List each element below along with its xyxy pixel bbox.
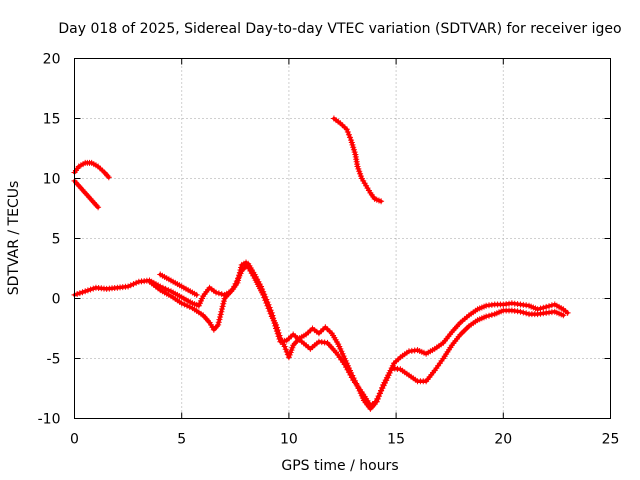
axis-layer: 0 5 10 15 20 25 -10 -5 0 5 10 15 20 [38,52,620,448]
x-axis-label: GPS time / hours [281,458,398,474]
y-tick-label: -10 [38,412,61,428]
series-main-trace-b [146,260,567,409]
x-tick-label: 15 [387,432,405,448]
series-line [72,260,570,411]
series-arc-early-lower [71,177,102,211]
x-tick-label: 20 [494,432,512,448]
y-tick-label: -5 [47,352,61,368]
x-tick-label: 25 [602,432,620,448]
series-main-trace-a [71,259,571,412]
series-arc-early-upper [71,159,112,181]
y-tick-label: 0 [52,292,61,308]
y-tick-label: 10 [43,172,61,188]
chart-title: Day 018 of 2025, Sidereal Day-to-day VTE… [58,21,621,37]
series-line [332,116,383,204]
y-tick-label: 20 [43,52,61,68]
data-point-markers [71,159,112,181]
x-tick-label: 5 [177,432,186,448]
series-layer [71,115,571,412]
series-short-arc-mid [157,271,200,298]
y-tick-label: 15 [43,112,61,128]
series-arc-noon [330,115,385,205]
x-tick-label: 10 [280,432,298,448]
data-point-markers [330,115,385,205]
data-point-markers [157,271,200,298]
x-tick-label: 0 [70,432,79,448]
y-tick-label: 5 [52,232,61,248]
data-point-markers [146,260,567,409]
data-point-markers [71,259,571,412]
y-axis-label: SDTVAR / TECUs [6,181,22,296]
